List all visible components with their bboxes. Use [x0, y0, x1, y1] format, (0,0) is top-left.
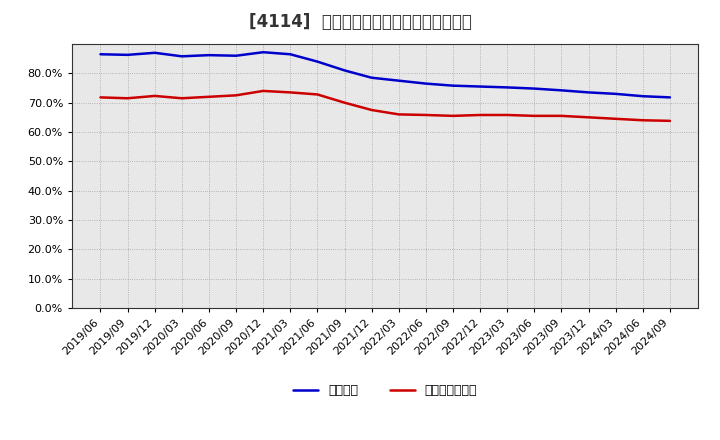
- 固定長期適合率: [178, 95, 186, 101]
- 固定長期適合率: [341, 100, 349, 105]
- 固定比率: [476, 84, 485, 89]
- Line: 固定比率: 固定比率: [101, 52, 670, 97]
- 固定長期適合率: [421, 112, 430, 117]
- 固定長期適合率: [395, 112, 403, 117]
- 固定長期適合率: [639, 117, 647, 123]
- 固定比率: [530, 86, 539, 91]
- Legend: 固定比率, 固定長期適合率: 固定比率, 固定長期適合率: [288, 379, 482, 402]
- 固定長期適合率: [503, 112, 511, 117]
- 固定比率: [286, 51, 294, 57]
- 固定長期適合率: [259, 88, 268, 94]
- 固定比率: [150, 50, 159, 55]
- 固定比率: [204, 52, 213, 58]
- Line: 固定長期適合率: 固定長期適合率: [101, 91, 670, 121]
- 固定比率: [178, 54, 186, 59]
- 固定長期適合率: [530, 113, 539, 118]
- 固定比率: [421, 81, 430, 86]
- 固定長期適合率: [204, 94, 213, 99]
- 固定長期適合率: [367, 107, 376, 113]
- 固定比率: [232, 53, 240, 59]
- 固定比率: [503, 85, 511, 90]
- 固定長期適合率: [665, 118, 674, 124]
- 固定長期適合率: [584, 115, 593, 120]
- 固定比率: [367, 75, 376, 81]
- 固定比率: [123, 52, 132, 58]
- 固定比率: [395, 78, 403, 83]
- 固定長期適合率: [232, 93, 240, 98]
- 固定比率: [665, 95, 674, 100]
- 固定長期適合率: [313, 92, 322, 97]
- 固定長期適合率: [611, 116, 620, 121]
- 固定比率: [341, 68, 349, 73]
- 固定比率: [96, 51, 105, 57]
- 固定長期適合率: [123, 95, 132, 101]
- 固定比率: [259, 50, 268, 55]
- 固定長期適合率: [449, 113, 457, 118]
- 固定比率: [611, 91, 620, 96]
- 固定長期適合率: [96, 95, 105, 100]
- 固定比率: [313, 59, 322, 64]
- 固定長期適合率: [150, 93, 159, 99]
- 固定比率: [557, 88, 566, 93]
- Text: [4114]  固定比率、固定長期適合率の推移: [4114] 固定比率、固定長期適合率の推移: [248, 13, 472, 31]
- 固定長期適合率: [557, 113, 566, 118]
- 固定比率: [449, 83, 457, 88]
- 固定長期適合率: [476, 112, 485, 117]
- 固定比率: [639, 94, 647, 99]
- 固定長期適合率: [286, 90, 294, 95]
- 固定比率: [584, 90, 593, 95]
